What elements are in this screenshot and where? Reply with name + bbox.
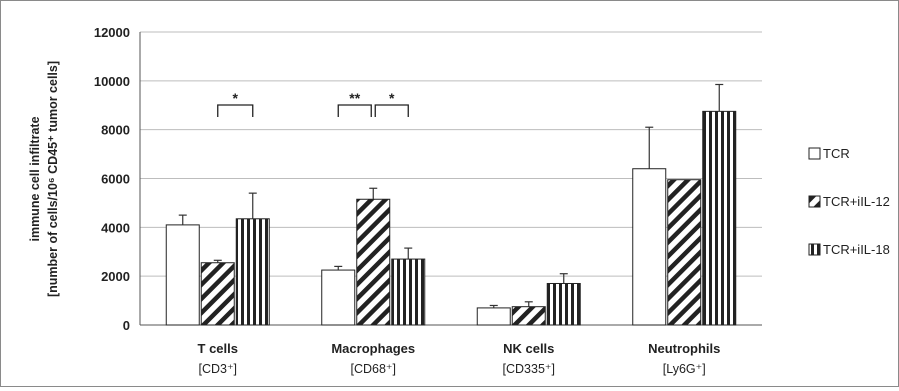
significance-brackets: * ** *	[217, 90, 409, 117]
y-tick-label: 8000	[101, 123, 130, 138]
y-axis-label-line2: [number of cells/10⁶ CD45⁺ tumor cells]	[46, 61, 60, 297]
error-bars	[178, 83, 724, 308]
legend-label: TCR+iIL-12	[823, 194, 890, 209]
bar-tcr-0	[165, 224, 200, 326]
y-axis-label-line1: immune cell infiltrate	[28, 116, 42, 241]
y-tick-label: 4000	[101, 220, 130, 235]
legend-label: TCR+iIL-18	[823, 242, 890, 257]
bar-tcr-iil-18-2	[546, 282, 581, 326]
bar-tcr-iil-12-3	[667, 179, 702, 326]
significance-bracket	[217, 104, 254, 117]
category-label: Macrophages	[331, 341, 415, 356]
y-tick-label: 2000	[101, 269, 130, 284]
legend-swatch	[808, 147, 821, 160]
y-tick-label: 10000	[94, 74, 130, 89]
legend-swatch	[808, 195, 821, 208]
y-tick-label: 0	[123, 318, 130, 333]
y-tick-label: 6000	[101, 172, 130, 187]
category-marker-label: [CD68⁺]	[350, 362, 396, 376]
bars	[165, 110, 737, 326]
significance-bracket	[337, 104, 372, 117]
bar-tcr-iil-18-3	[702, 110, 737, 326]
y-tick-label: 12000	[94, 25, 130, 40]
legend-label: TCR	[823, 146, 850, 161]
category-marker-label: [Ly6G⁺]	[663, 362, 706, 376]
category-label: T cells	[198, 341, 238, 356]
significance-bracket	[374, 104, 409, 117]
bar-tcr-iil-12-1	[356, 198, 391, 326]
bar-tcr-iil-12-2	[511, 306, 546, 326]
significance-label: **	[349, 90, 360, 106]
category-labels: T cells [CD3⁺] Macrophages [CD68⁺] NK cells […	[198, 341, 721, 376]
bar-tcr-iil-18-1	[391, 258, 426, 326]
bar-tcr-3	[632, 168, 667, 326]
y-axis-label: immune cell infiltrate [number of cells/…	[28, 61, 60, 297]
category-label: Neutrophils	[648, 341, 720, 356]
bar-tcr-2	[476, 307, 511, 326]
bar-tcr-1	[321, 269, 356, 326]
bar-tcr-iil-12-0	[200, 262, 235, 326]
category-label: NK cells	[503, 341, 554, 356]
y-tick-labels: 0 2000 4000 6000 8000 10000 12000	[94, 25, 130, 333]
significance-label: *	[233, 90, 239, 106]
category-marker-label: [CD3⁺]	[198, 362, 237, 376]
legend: TCR TCR+iIL-12 TCR+iIL-18	[808, 146, 890, 257]
significance-label: *	[389, 90, 395, 106]
category-marker-label: [CD335⁺]	[503, 362, 555, 376]
bar-tcr-iil-18-0	[235, 218, 270, 326]
legend-swatch	[808, 243, 821, 256]
